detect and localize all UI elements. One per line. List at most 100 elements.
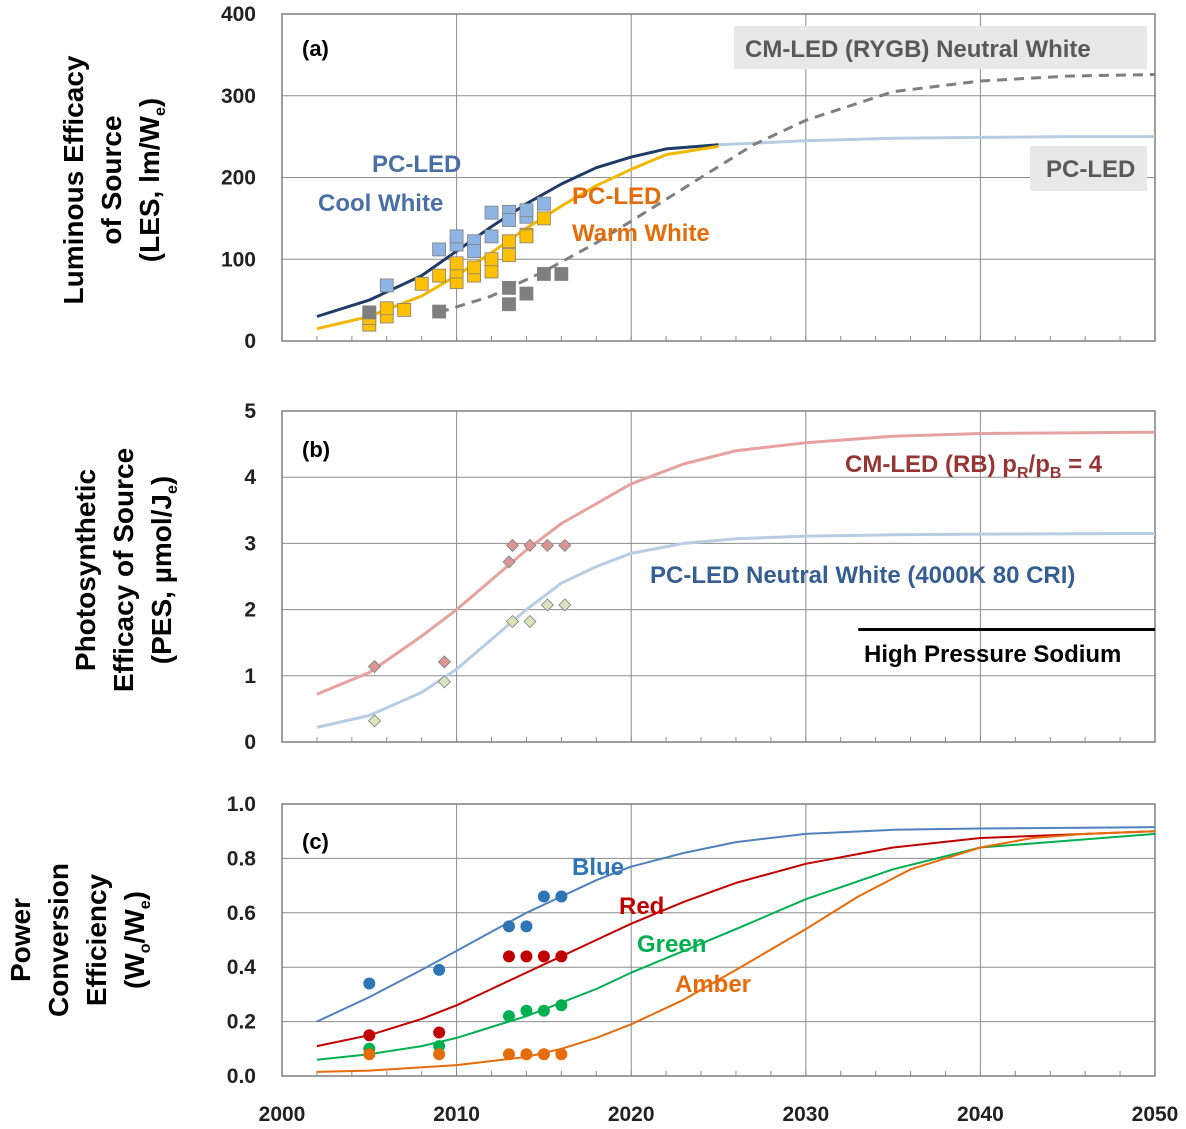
panel-c-ylabel-a: (W: [119, 953, 150, 989]
green-label: Green: [637, 931, 706, 958]
data-point-blue: [520, 920, 533, 933]
data-point-pc-led-warm-white: [379, 301, 394, 316]
y-tick-label: 0: [244, 330, 256, 353]
y-tick-label: 2: [244, 599, 256, 622]
data-point-blue: [433, 963, 446, 976]
warm-white-label-line1: PC-LED: [572, 183, 661, 210]
data-point-pc-led-neutral-white-4000k-80-cri-: [540, 598, 554, 612]
panel-b-series: [316, 430, 1156, 729]
series-line-pc-led: [718, 135, 1155, 147]
data-point-pc-led-warm-white: [502, 234, 516, 249]
panel-b-grid: [282, 411, 1155, 742]
panel-c: 0.00.20.40.60.81.0 2000 2010 2020 2030 2040 2…: [5, 793, 1178, 1126]
series-line-cm-led-rygb-neutral-white: [438, 73, 1156, 314]
data-point-pc-led-neutral-white-4000k-80-cri-: [558, 598, 572, 612]
panel-b: 0 1 2 3 4 5 (b) CM-LED (RB) pR/pB = 4 PC-LED …: [70, 400, 1156, 754]
data-point-pc-led-cool-white: [484, 205, 499, 220]
warm-white-label-line2: Warm White: [572, 220, 710, 247]
panel-c-y-ticks: 0.0 0.2 0.4 0.6 0.8 1.0: [227, 793, 257, 1088]
panel-a-ylabel-main: (LES, lm/W: [134, 115, 165, 262]
panel-c-y-axis-label: Power Conversion Efficiency (Wo/We): [5, 863, 154, 1017]
data-point-pc-led-cool-white: [467, 244, 481, 258]
data-point-amber: [363, 1048, 376, 1061]
y-tick-label: 400: [221, 3, 256, 26]
data-point-pc-led-cool-white: [379, 278, 394, 293]
data-point-amber: [537, 1048, 550, 1061]
data-point-cm-led-rb-pr-pb-4: [505, 538, 520, 552]
data-point-cm-led-rb-pr-pb-4: [502, 555, 516, 569]
data-point-pc-led-warm-white: [397, 303, 412, 317]
data-point-pc-led-warm-white: [484, 252, 499, 267]
data-point-pc-led-cool-white: [449, 229, 464, 244]
y-tick-label: 5: [244, 400, 256, 423]
data-point-blue: [555, 890, 568, 903]
panel-a: 0 100 200 300 400 (a) CM-LED (RYGB) Neutral …: [58, 3, 1156, 353]
data-point-blue: [537, 890, 550, 903]
y-tick-label: 0.4: [227, 956, 257, 979]
data-point-red: [537, 950, 550, 963]
panel-a-label: (a): [302, 36, 329, 61]
x-tick-label: 2040: [957, 1103, 1004, 1126]
data-point-pc-led-neutral-white-4000k-80-cri-: [505, 614, 520, 629]
data-point-pc-led-neutral-white-4000k-80-cri-: [367, 714, 382, 728]
y-tick-label: 200: [221, 167, 256, 190]
panel-c-series: [316, 826, 1156, 1073]
panel-b-ylabel-sub: e: [164, 485, 181, 494]
data-point-red: [520, 950, 533, 963]
data-point-pc-led-warm-white: [449, 256, 464, 271]
cool-white-label-line2: Cool White: [318, 190, 443, 217]
cm-led-rb-label-c: = 4: [1061, 451, 1102, 478]
series-line-amber: [316, 830, 1156, 1073]
data-point-green: [502, 1010, 515, 1023]
panel-a-ylabel-close: ): [134, 98, 165, 107]
red-label: Red: [619, 893, 664, 920]
panel-a-series: [316, 73, 1156, 332]
data-point-pc-led-neutral-white-4000k-80-cri-: [523, 614, 537, 629]
x-tick-label: 2030: [782, 1103, 829, 1126]
data-point-pc-led-cool-white: [519, 203, 534, 218]
panel-c-ylabel-sub-e: e: [137, 900, 154, 909]
panel-a-ylabel-line3: (LES, lm/We): [134, 98, 169, 262]
series-line-green: [316, 832, 1156, 1061]
panel-b-y-axis-label: Photosynthetic Efficacy of Source (PES, …: [70, 448, 181, 692]
panel-c-ylabel-line1: Power: [5, 898, 36, 982]
y-tick-label: 100: [221, 248, 256, 271]
data-point-green: [537, 1004, 550, 1017]
data-point-pc-led-cool-white: [484, 229, 499, 244]
panel-a-y-axis-label: Luminous Efficacy of Source (LES, lm/We): [58, 55, 169, 304]
panel-b-ylabel-line2: Efficacy of Source: [108, 448, 139, 692]
y-tick-label: 0.8: [227, 847, 257, 870]
data-point-blue: [363, 977, 376, 990]
pc-led-label: PC-LED: [1046, 156, 1135, 183]
y-tick-label: 0.2: [227, 1011, 256, 1034]
data-point-cm-led-rygb-neutral-white: [554, 267, 569, 281]
data-point-cm-led-rb-pr-pb-4: [523, 538, 537, 552]
amber-label: Amber: [675, 971, 751, 998]
data-point-pc-led-cool-white: [502, 213, 516, 227]
cm-led-rb-label-sub-r: R: [1017, 465, 1029, 482]
data-point-cm-led-rb-pr-pb-4: [558, 538, 572, 552]
data-point-green: [555, 999, 568, 1012]
data-point-pc-led-warm-white: [519, 229, 534, 244]
high-pressure-sodium-label: High Pressure Sodium: [864, 641, 1121, 668]
panel-c-ylabel-line2: Conversion: [43, 863, 74, 1017]
cm-led-rb-label: CM-LED (RB) pR/pB = 4: [845, 451, 1103, 482]
data-point-pc-led-warm-white: [484, 264, 499, 279]
data-point-pc-led-warm-white: [537, 211, 551, 226]
data-point-pc-led-cool-white: [537, 196, 551, 211]
panel-b-ylabel-close: ): [146, 476, 177, 485]
series-line-blue: [316, 826, 1156, 1023]
data-point-cm-led-rb-pr-pb-4: [540, 538, 554, 552]
cm-led-rb-label-sub-b: B: [1050, 465, 1062, 482]
y-tick-label: 4: [244, 466, 256, 489]
x-tick-label: 2020: [608, 1103, 655, 1126]
panel-c-ylabel-close: ): [119, 891, 150, 900]
cm-led-rygb-label: CM-LED (RYGB) Neutral White: [745, 36, 1091, 63]
panel-b-ylabel-line1: Photosynthetic: [70, 469, 101, 671]
y-tick-label: 1.0: [227, 793, 256, 816]
panel-b-y-ticks: 0 1 2 3 4 5: [244, 400, 256, 754]
series-line-red: [316, 830, 1156, 1048]
y-tick-label: 1: [244, 665, 256, 688]
pc-led-neutral-white-label: PC-LED Neutral White (4000K 80 CRI): [650, 562, 1075, 589]
